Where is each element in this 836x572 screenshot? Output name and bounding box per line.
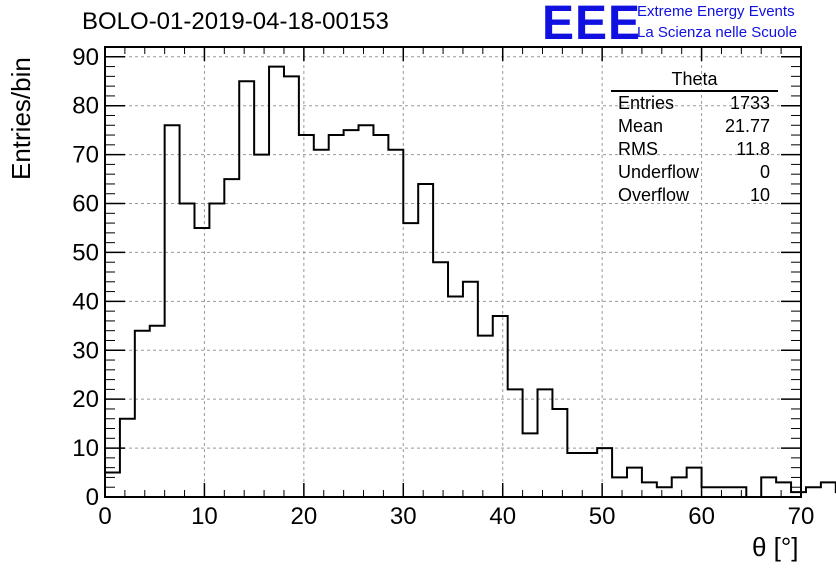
x-tick-label: 30 xyxy=(390,503,417,530)
stats-row-overflow: Overflow 10 xyxy=(608,184,778,207)
logo-line-1: Extreme Energy Events xyxy=(637,3,795,20)
y-tick-label: 10 xyxy=(72,435,99,462)
y-tick-label: 20 xyxy=(72,386,99,413)
chart-title: BOLO-01-2019-04-18-00153 xyxy=(82,8,389,35)
x-tick-label: 70 xyxy=(788,503,815,530)
stats-row-entries: Entries 1733 xyxy=(608,92,778,115)
stats-row-rms: RMS 11.8 xyxy=(608,138,778,161)
axis-ticks xyxy=(104,46,802,498)
histogram-series xyxy=(104,65,836,498)
y-tick-label: 80 xyxy=(72,93,99,120)
axis-tick-labels: 0 10 20 30 40 50 60 70 0 10 20 30 40 50 60 70 80 90 xyxy=(72,44,814,530)
y-tick-label: 0 xyxy=(86,484,99,511)
stats-row-mean: Mean 21.77 xyxy=(608,115,778,138)
x-tick-label: 60 xyxy=(688,503,715,530)
x-tick-label: 0 xyxy=(98,503,111,530)
stats-value: 21.77 xyxy=(724,116,770,136)
stats-label: Underflow xyxy=(618,162,700,182)
x-axis-label: θ [°] xyxy=(752,532,799,562)
x-tick-label: 40 xyxy=(489,503,516,530)
stats-row-underflow: Underflow 0 xyxy=(608,161,778,184)
stats-label: Overflow xyxy=(618,185,690,205)
x-tick-label: 20 xyxy=(291,503,318,530)
y-tick-label: 30 xyxy=(72,337,99,364)
y-tick-label: 70 xyxy=(72,142,99,169)
x-tick-label: 10 xyxy=(191,503,218,530)
stats-value: 11.8 xyxy=(736,139,770,159)
stats-label: RMS xyxy=(618,139,658,159)
grid-lines xyxy=(105,47,801,497)
stats-value: 10 xyxy=(749,185,770,205)
y-tick-label: 50 xyxy=(72,239,99,266)
y-tick-label: 90 xyxy=(72,44,99,71)
stats-label: Entries xyxy=(618,93,675,113)
y-tick-label: 60 xyxy=(72,191,99,218)
stats-value: 1733 xyxy=(729,93,770,113)
logo-line-2: La Scienza nelle Scuole xyxy=(637,24,798,41)
stats-value: 0 xyxy=(759,162,770,182)
stats-label: Mean xyxy=(618,116,664,136)
stats-box: Theta Entries 1733 Mean 21.77 RMS 11.8 U… xyxy=(608,68,778,207)
y-axis-label: Entries/bin xyxy=(6,57,36,180)
eee-logo: EEE xyxy=(542,0,642,50)
x-tick-label: 50 xyxy=(589,503,616,530)
y-tick-label: 40 xyxy=(72,288,99,315)
stats-title: Theta xyxy=(611,68,778,92)
